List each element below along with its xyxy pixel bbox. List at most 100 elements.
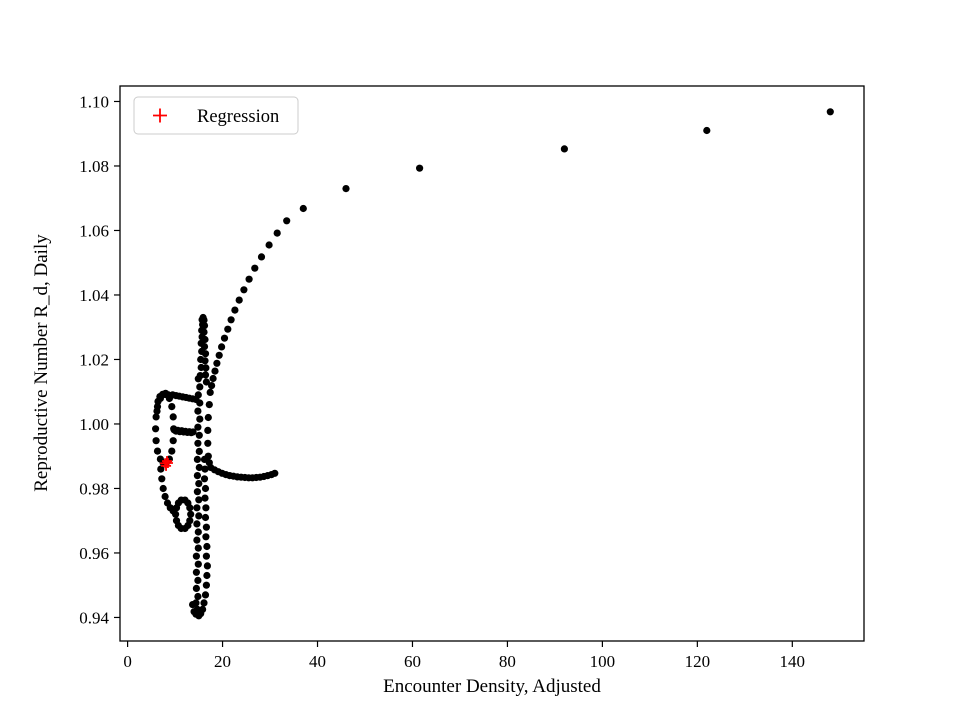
scatter-point (200, 343, 209, 351)
scatter-point (189, 428, 197, 436)
scatter-point (195, 463, 203, 472)
x-tick-label: 100 (590, 652, 616, 671)
x-tick-label: 40 (309, 652, 326, 671)
scatter-point (342, 185, 350, 193)
y-tick-label: 0.96 (79, 544, 109, 563)
y-tick-label: 1.08 (79, 157, 109, 176)
scatter-point (201, 335, 209, 344)
scatter-point (193, 536, 201, 544)
scatter-point (195, 512, 203, 520)
x-tick-label: 80 (499, 652, 516, 671)
scatter-point (235, 296, 243, 304)
scatter-point (202, 523, 210, 531)
x-tick-label: 20 (214, 652, 231, 671)
y-tick-label: 0.94 (79, 608, 109, 627)
scatter-point (208, 382, 216, 390)
scatter-point (157, 465, 165, 473)
scatter-point (560, 145, 569, 153)
scatter-point (200, 316, 208, 324)
scatter-point (200, 328, 208, 336)
scatter-point (152, 413, 160, 421)
scatter-point (169, 437, 177, 445)
scatter-point (194, 592, 202, 601)
scatter-point (204, 426, 212, 434)
scatter-point (205, 401, 213, 409)
scatter-point (416, 164, 424, 172)
scatter-point (201, 357, 209, 365)
scatter-point (200, 322, 209, 330)
scatter-point (153, 407, 161, 415)
y-tick-label: 1.04 (79, 286, 109, 305)
scatter-point (158, 475, 166, 483)
scatter-point (283, 217, 291, 225)
scatter-point (192, 568, 200, 576)
scatter-point (194, 423, 202, 431)
scatter-point (703, 126, 711, 135)
regression-point (162, 456, 173, 467)
scatter-point (161, 492, 169, 501)
scatter-point (220, 334, 229, 342)
scatter-point (169, 507, 177, 515)
scatter-point (187, 510, 195, 518)
scatter-point (202, 504, 210, 512)
scatter-point (265, 241, 273, 249)
scatter-point (257, 253, 266, 261)
scatter-point (190, 608, 198, 616)
scatter-point (273, 229, 281, 237)
axes-box (119, 85, 865, 642)
legend-box (133, 96, 299, 135)
scatter-point (271, 469, 279, 477)
scatter-point (194, 439, 202, 447)
scatter-point (169, 413, 177, 421)
scatter-point (218, 343, 226, 351)
scatter-point (245, 275, 253, 283)
scatter-point (196, 383, 204, 391)
x-axis-label: Encounter Density, Adjusted (383, 676, 601, 697)
scatter-point (206, 388, 214, 396)
y-tick-label: 1.06 (79, 221, 109, 240)
scatter-point (194, 407, 202, 415)
scatter-point (240, 286, 248, 294)
scatter-point (200, 455, 209, 463)
scatter-point (201, 591, 210, 599)
scatter-point (203, 542, 211, 551)
scatter-point (192, 552, 200, 560)
scatter-point (202, 378, 210, 386)
scatter-point (224, 325, 232, 333)
scatter-point (168, 403, 176, 411)
scatter-point (211, 367, 219, 375)
scatter-point (201, 350, 210, 358)
scatter-point (201, 513, 210, 522)
scatter-point (193, 504, 201, 512)
x-tick-label: 0 (123, 652, 132, 671)
x-tick-label: 120 (685, 652, 711, 671)
scatter-point (299, 204, 307, 213)
scatter-point (201, 484, 210, 493)
scatter-point (153, 447, 162, 455)
legend-label: Regression (197, 107, 279, 127)
scatter-point (227, 316, 235, 324)
scatter-point (209, 374, 217, 383)
scatter-point (215, 351, 223, 359)
scatter-point (203, 562, 211, 570)
scatter-point (152, 425, 160, 433)
scatter-point (193, 488, 201, 496)
scatter-point (251, 264, 259, 272)
scatter-point (193, 520, 201, 528)
scatter-point (196, 415, 204, 423)
scatter-point (152, 437, 160, 445)
scatter-point (195, 496, 203, 504)
y-tick-label: 1.10 (79, 92, 109, 111)
scatter-point (203, 571, 211, 580)
scatter-point (193, 455, 201, 463)
y-tick-label: 1.00 (79, 415, 109, 434)
scatter-point (154, 397, 162, 405)
x-tick-label: 60 (404, 652, 421, 671)
y-axis-label: Reproductive Number R_d, Daily (31, 234, 52, 492)
scatter-point (186, 517, 194, 525)
scatter-point (189, 601, 197, 609)
scatter-point (201, 494, 209, 502)
scatter-point (192, 584, 200, 593)
scatter-point (159, 484, 167, 493)
